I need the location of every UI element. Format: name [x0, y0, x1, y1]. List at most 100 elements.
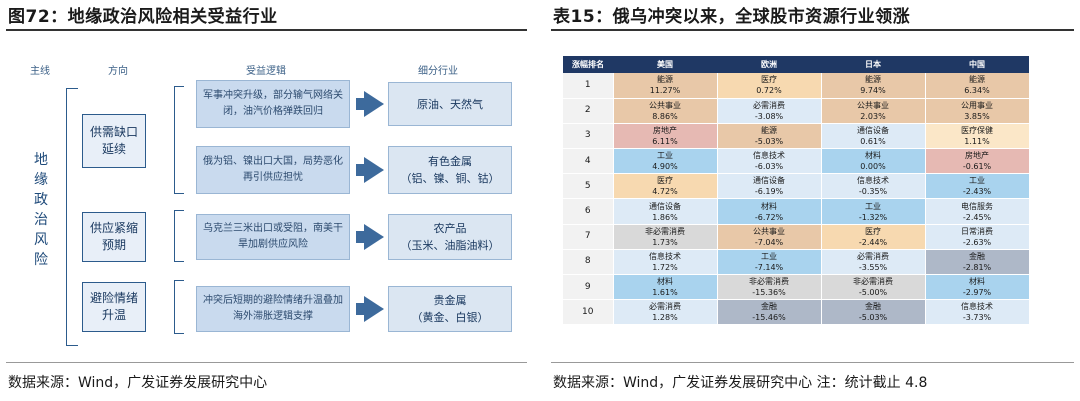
cell-return: 1.28%: [652, 313, 678, 323]
cell-industry: 信息技术: [857, 176, 889, 186]
cell-return: -5.00%: [858, 288, 888, 298]
table-row: 10 必需消费 1.28% 金融 -15.46% 金融 -5.03% 信息技术 -3.73%: [563, 299, 1030, 326]
cell-industry: 日常消费: [961, 226, 993, 236]
cell-industry: 公共事业: [649, 100, 681, 110]
cell-industry: 公用事业: [961, 100, 993, 110]
industry-label: 农产品: [433, 222, 467, 235]
table-cell: 金融 -5.03%: [821, 299, 926, 326]
cell-industry: 电信服务: [961, 201, 993, 211]
cell-industry: 房地产: [653, 125, 677, 135]
cell-industry: 工业: [657, 151, 673, 161]
table-cell: 金融 -15.46%: [717, 299, 822, 326]
table-cell: 公共事业 8.86%: [613, 98, 718, 124]
header-direction: 方向: [108, 66, 128, 77]
table-cell: 工业 -2.43%: [925, 173, 1030, 200]
cell-return: 1.73%: [652, 237, 678, 247]
cell-return: -15.36%: [752, 288, 786, 298]
industry-label: 有色金属: [428, 155, 472, 168]
cell-return: 4.90%: [652, 162, 678, 172]
rank-cell: 6: [563, 198, 614, 225]
cell-return: 4.72%: [652, 187, 678, 197]
cell-return: -1.32%: [858, 212, 888, 222]
right-title-rule: [551, 29, 1074, 31]
cell-return: -6.03%: [754, 162, 784, 172]
rank-cell: 9: [563, 274, 614, 301]
table-row: 7 非必需消费 1.73% 公共事业 -7.04% 医疗 -2.44% 日常消费 -2.63%: [563, 224, 1030, 250]
theme-bracket: [66, 88, 78, 346]
cell-industry: 信息技术: [649, 251, 681, 261]
column-header-china: 中国: [925, 56, 1029, 73]
table-cell: 医疗 0.72%: [717, 73, 822, 99]
cell-industry: 工业: [865, 201, 881, 211]
table-cell: 工业 -7.14%: [717, 249, 822, 276]
cell-industry: 能源: [761, 125, 777, 135]
cell-return: 8.86%: [652, 111, 678, 121]
direction-risk-aversion: 避险情绪升温: [82, 282, 146, 332]
cell-industry: 必需消费: [649, 302, 681, 312]
cell-return: 6.34%: [964, 86, 990, 96]
cell-return: -6.19%: [754, 187, 784, 197]
cell-return: -2.45%: [962, 212, 992, 222]
direction-supply-tightening: 供应紧缩预期: [82, 212, 146, 262]
right-source-rule: [551, 362, 1074, 363]
cell-industry: 能源: [969, 75, 985, 85]
arrow-stem-3: [356, 231, 366, 243]
table-cell: 材料 -6.72%: [717, 198, 822, 225]
cell-return: -5.03%: [754, 136, 784, 146]
cell-return: -2.43%: [962, 187, 992, 197]
column-header-us: 美国: [613, 56, 717, 73]
cell-return: -3.08%: [754, 111, 784, 121]
arrow-icon: [364, 157, 384, 183]
column-header-japan: 日本: [821, 56, 925, 73]
table-cell: 必需消费 -3.55%: [821, 249, 926, 276]
cell-return: 1.11%: [964, 136, 990, 146]
industry-ranking-table: 涨幅排名 美国 欧洲 日本 中国 1 能源 11.27% 医疗 0.72% 能源 9.74%…: [563, 56, 1030, 326]
right-table-title: 表15：俄乌冲突以来，全球股市资源行业领涨: [553, 7, 911, 27]
industry-box-metals: 有色金属 （铝、镍、铜、钴）: [388, 146, 512, 194]
table-row: 1 能源 11.27% 医疗 0.72% 能源 9.74% 能源 6.34%: [563, 73, 1030, 99]
table-cell: 非必需消费 -5.00%: [821, 274, 926, 301]
logic-box-metals: 俄为铝、镍出口大国，局势恶化再引供应担忧: [196, 146, 350, 194]
arrow-icon: [364, 296, 384, 322]
table-cell: 医疗 4.72%: [613, 173, 718, 200]
cell-return: 0.61%: [860, 136, 886, 146]
cell-industry: 非必需消费: [749, 277, 789, 287]
logic-box-oil-gas: 军事冲突升级，部分输气网络关闭，油汽价格弹跌回归: [196, 80, 350, 128]
left-figure-title: 图72：地缘政治风险相关受益行业: [8, 7, 278, 27]
cell-return: 2.03%: [860, 111, 886, 121]
cell-return: -3.73%: [962, 313, 992, 323]
column-header-rank: 涨幅排名: [563, 56, 613, 73]
table-cell: 信息技术 -3.73%: [925, 299, 1030, 326]
header-main: 主线: [30, 66, 50, 77]
table-cell: 材料 0.00%: [821, 148, 926, 175]
table-row: 2 公共事业 8.86% 必需消费 -3.08% 公共事业 2.03% 公用事业 3.85%: [563, 98, 1030, 124]
table-cell: 必需消费 -3.08%: [717, 98, 822, 124]
arrow-stem-2: [356, 164, 366, 176]
table-row: 8 信息技术 1.72% 工业 -7.14% 必需消费 -3.55% 金融 -2.81%: [563, 249, 1030, 276]
cell-return: -2.63%: [962, 237, 992, 247]
arrow-icon: [364, 91, 384, 117]
cell-industry: 医疗: [657, 176, 673, 186]
cell-industry: 医疗: [865, 226, 881, 236]
industry-box-precious: 贵金属 （黄金、白银）: [388, 286, 512, 332]
rank-cell: 8: [563, 249, 614, 276]
cell-industry: 能源: [657, 75, 673, 85]
industry-sublabel: （黄金、白银）: [411, 311, 489, 324]
cell-return: -7.14%: [754, 262, 784, 272]
theme-label: 地缘政治风险: [34, 152, 48, 268]
logic-box-precious: 冲突后短期的避险情绪升温叠加海外滞胀逻辑支撑: [196, 286, 350, 332]
logic-box-agri: 乌克兰三米出口或受阻，南美干旱加剧供应风险: [196, 214, 350, 260]
industry-sublabel: （铝、镍、铜、钴）: [400, 172, 500, 185]
cell-return: 11.27%: [649, 86, 681, 96]
cell-industry: 材料: [657, 277, 673, 287]
table-row: 9 材料 1.61% 非必需消费 -15.36% 非必需消费 -5.00% 材料 -2.97%: [563, 274, 1030, 301]
cell-industry: 房地产: [965, 151, 989, 161]
cell-return: 1.72%: [652, 262, 678, 272]
arrow-icon: [364, 224, 384, 250]
header-logic: 受益逻辑: [246, 66, 286, 77]
industry-label: 贵金属: [433, 294, 467, 307]
table-cell: 非必需消费 1.73%: [613, 224, 718, 250]
cell-return: -6.72%: [754, 212, 784, 222]
cell-return: -2.44%: [858, 237, 888, 247]
industry-box-oil-gas: 原油、天然气: [388, 82, 512, 126]
